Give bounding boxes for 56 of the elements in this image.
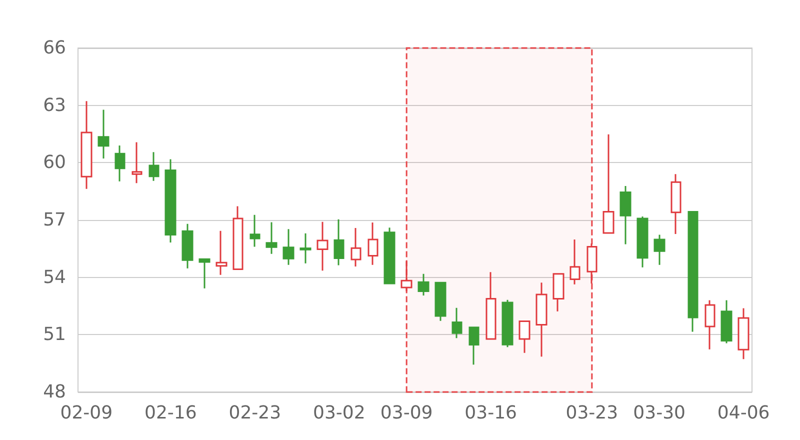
candlestick bbox=[738, 308, 750, 360]
candlestick bbox=[552, 273, 564, 312]
candlestick bbox=[334, 218, 344, 266]
candlestick bbox=[164, 158, 176, 244]
candlestick bbox=[536, 282, 548, 358]
candlestick bbox=[620, 185, 632, 246]
candlestick bbox=[434, 282, 446, 322]
candlestick bbox=[720, 300, 732, 344]
x-tick-label: 03-30 bbox=[633, 402, 686, 424]
x-tick-label: 02-23 bbox=[228, 402, 282, 424]
x-tick-label: 02-16 bbox=[144, 402, 197, 424]
y-tick-label: 51 bbox=[43, 324, 66, 346]
candlestick bbox=[132, 141, 142, 184]
candlestick bbox=[350, 227, 362, 268]
candlestick bbox=[654, 234, 666, 266]
candlestick bbox=[570, 238, 580, 286]
candlestick bbox=[250, 214, 260, 248]
candlestick bbox=[704, 300, 716, 350]
candlestick bbox=[636, 216, 648, 268]
y-tick-label: 63 bbox=[43, 94, 66, 116]
candlestick bbox=[80, 100, 92, 190]
candlestick bbox=[98, 108, 110, 160]
y-tick-label: 48 bbox=[43, 382, 66, 402]
candlestick bbox=[518, 320, 530, 354]
x-tick-label: 03-16 bbox=[464, 402, 517, 424]
x-tick-label: 02-09 bbox=[60, 402, 113, 424]
candlestick bbox=[282, 228, 294, 266]
candlestick bbox=[670, 173, 682, 235]
candlestick bbox=[368, 222, 378, 266]
y-tick-label: 57 bbox=[43, 210, 66, 230]
candlestick bbox=[114, 144, 126, 182]
candlestick bbox=[148, 151, 160, 182]
candlestick bbox=[502, 299, 514, 348]
candlestick bbox=[586, 242, 598, 284]
candlestick bbox=[300, 232, 312, 264]
candlestick bbox=[266, 222, 278, 255]
candlestick bbox=[316, 221, 328, 272]
candlestick bbox=[232, 205, 244, 270]
candlestick bbox=[216, 230, 228, 276]
candlestick bbox=[400, 260, 412, 292]
x-tick-label: 03-02 bbox=[313, 402, 366, 424]
candlestick bbox=[688, 211, 698, 333]
y-tick-label: 66 bbox=[43, 38, 66, 58]
candlestick bbox=[198, 258, 210, 290]
candlestick bbox=[452, 307, 462, 339]
candlestick bbox=[468, 326, 480, 366]
x-tick-label: 03-23 bbox=[566, 402, 618, 424]
candlestick bbox=[486, 271, 496, 340]
candlestick bbox=[384, 226, 396, 284]
y-tick-label: 60 bbox=[43, 152, 66, 174]
candlestick bbox=[418, 273, 430, 296]
candlestick bbox=[182, 223, 194, 270]
x-tick-label: 04-06 bbox=[717, 402, 770, 424]
y-tick-label: 54 bbox=[43, 266, 66, 288]
x-tick-label: 03-09 bbox=[380, 402, 433, 424]
candlestick bbox=[602, 134, 614, 234]
